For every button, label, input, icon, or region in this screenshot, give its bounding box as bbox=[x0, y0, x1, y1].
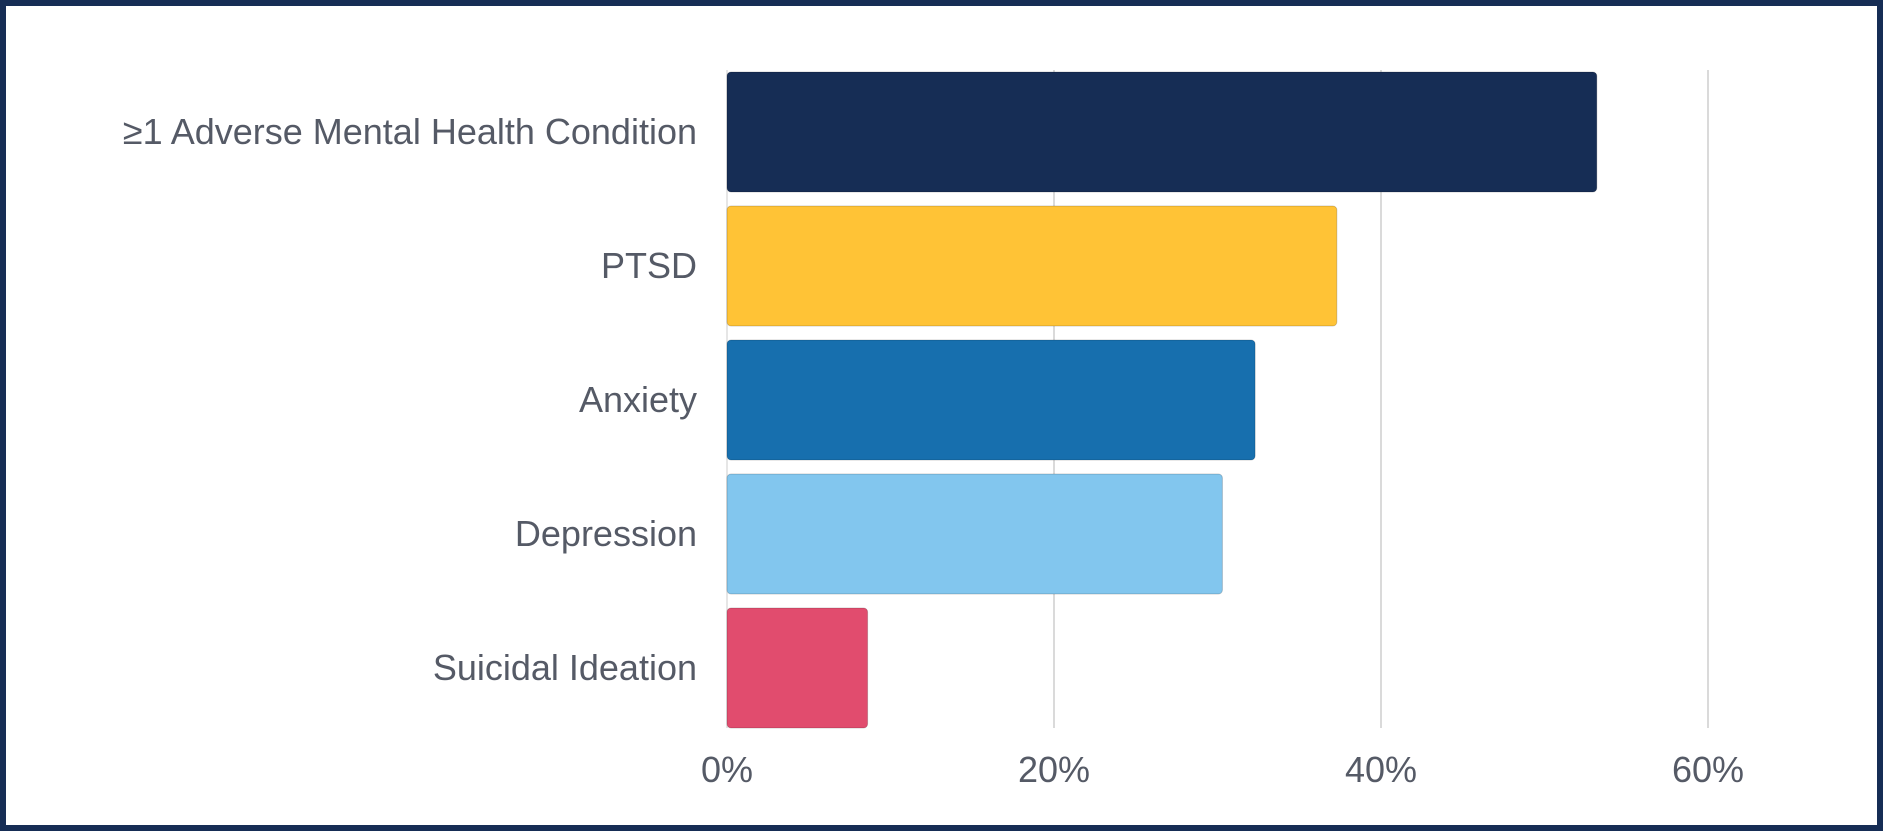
category-label: Depression bbox=[515, 513, 697, 554]
bar-3 bbox=[726, 473, 1223, 595]
bar-4 bbox=[726, 607, 869, 729]
category-label: ≥1 Adverse Mental Health Condition bbox=[123, 111, 697, 152]
bar-1 bbox=[726, 205, 1338, 327]
x-axis-tick-labels: 0% 20% 40% 60% bbox=[701, 749, 1744, 790]
x-tick-label: 20% bbox=[1018, 749, 1090, 790]
bar-2 bbox=[726, 339, 1256, 461]
category-label: Suicidal Ideation bbox=[433, 647, 697, 688]
category-label: Anxiety bbox=[579, 379, 697, 420]
x-tick-label: 40% bbox=[1345, 749, 1417, 790]
x-tick-label: 60% bbox=[1672, 749, 1744, 790]
x-tick-label: 0% bbox=[701, 749, 753, 790]
category-label: PTSD bbox=[601, 245, 697, 286]
bar-0 bbox=[726, 71, 1598, 193]
category-labels: ≥1 Adverse Mental Health Condition PTSD An… bbox=[123, 111, 697, 688]
bars bbox=[726, 71, 1598, 729]
